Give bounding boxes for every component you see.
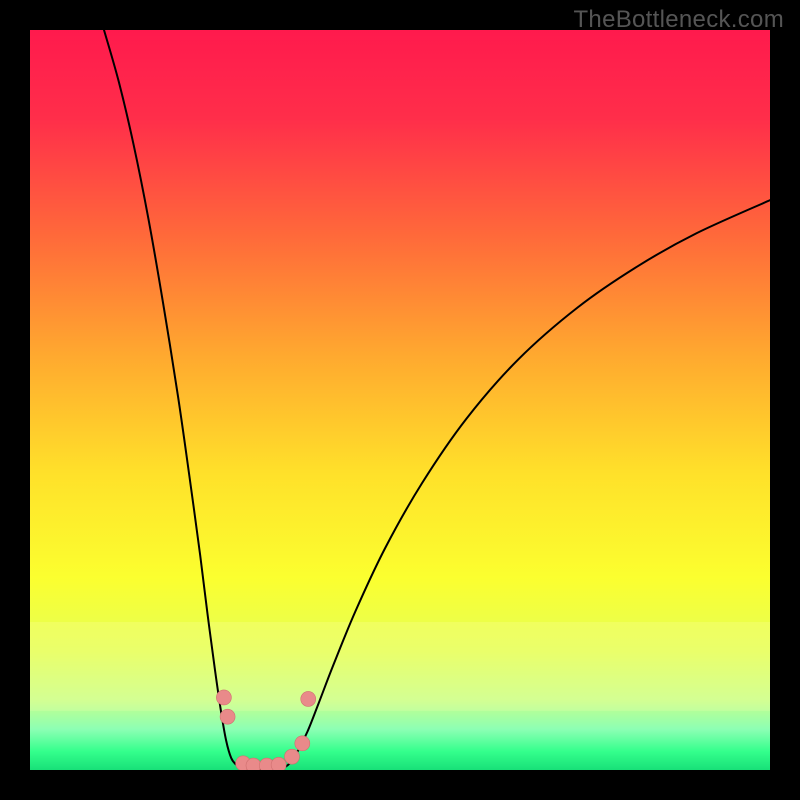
plot-svg [30, 30, 770, 770]
plot-area [30, 30, 770, 770]
data-marker [246, 758, 261, 770]
pale-band [30, 622, 770, 711]
data-marker [216, 690, 231, 705]
data-marker [284, 749, 299, 764]
data-marker [220, 709, 235, 724]
data-marker [301, 691, 316, 706]
data-marker [295, 736, 310, 751]
chart-frame: TheBottleneck.com [0, 0, 800, 800]
data-marker [271, 757, 286, 770]
